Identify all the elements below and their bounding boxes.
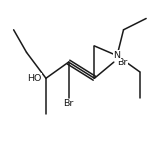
Text: N: N bbox=[114, 51, 121, 60]
Text: Br: Br bbox=[117, 58, 127, 67]
Text: Br: Br bbox=[63, 99, 74, 108]
Text: HO: HO bbox=[27, 74, 41, 83]
